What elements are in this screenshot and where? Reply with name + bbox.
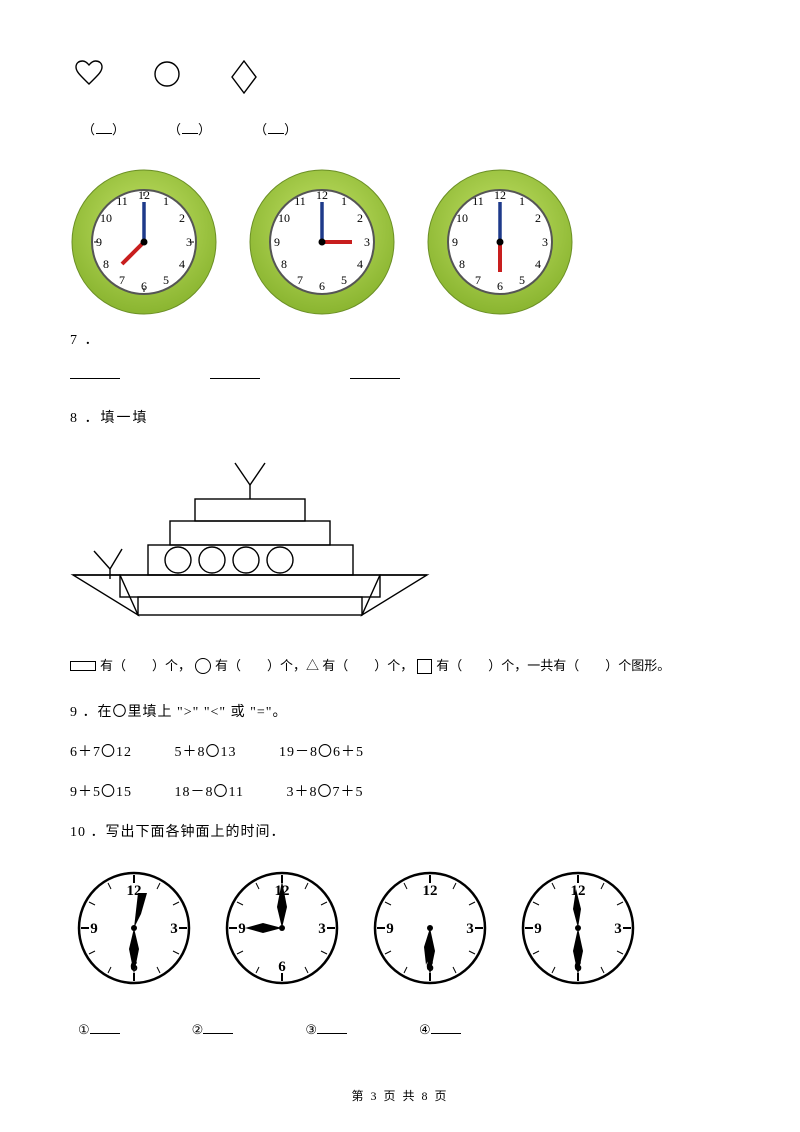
svg-text:3: 3 [318,921,326,937]
svg-text:12: 12 [494,188,506,202]
heart-icon [75,60,103,94]
blank-2: （） [168,119,212,138]
square-icon [417,659,432,674]
q10-ans-2: ② [192,1022,234,1038]
svg-text:12: 12 [423,883,438,899]
boat-diagram [70,457,730,632]
q7-label: 7 ． [70,329,730,349]
rectangle-icon [70,661,96,671]
q9-1c: 19－8〇6＋5 [279,745,364,760]
svg-text:9: 9 [274,235,280,249]
q10-title: 10 ．写出下面各钟面上的时间． [70,821,730,841]
svg-text:7: 7 [475,273,481,287]
svg-text:3: 3 [614,921,622,937]
green-clock-3: 1212 345 678 91011 [426,168,574,321]
q10-answers-row: ① ② ③ ④ [78,1022,730,1038]
svg-text:3: 3 [542,235,548,249]
svg-text:3: 3 [170,921,178,937]
svg-text:2: 2 [357,211,363,225]
svg-text:5: 5 [519,273,525,287]
svg-text:2: 2 [535,211,541,225]
svg-text:8: 8 [281,257,287,271]
svg-text:6: 6 [278,959,286,975]
q9-2a: 9＋5〇15 [70,785,132,800]
svg-text:11: 11 [116,194,128,208]
q8-t1: 有（ ）个， [100,654,191,679]
diamond-icon [231,60,257,94]
svg-text:4: 4 [357,257,363,271]
q7-blank-3 [350,367,400,379]
circle-icon [153,60,181,94]
page-footer: 第 3 页 共 8 页 [0,1087,800,1104]
blank-1: （） [82,119,126,138]
svg-text:10: 10 [100,211,112,225]
svg-text:12: 12 [316,188,328,202]
bw-clock-1: 12369 [75,869,193,992]
svg-text:6: 6 [497,279,503,293]
q10-ans-1: ① [78,1022,120,1038]
svg-text:9: 9 [534,921,542,937]
q10-ans-3: ③ [305,1022,347,1038]
q8-t2: 有（ ）个，△ 有（ ）个， [215,654,413,679]
shape-outline-row [75,60,730,94]
svg-text:11: 11 [472,194,484,208]
q9-1b: 5＋8〇13 [175,745,237,760]
q9-title: 9 ．在〇里填上 ">" "<" 或 "="。 [70,701,730,721]
q8-t3: 有（ ）个，一共有（ ）个图形。 [436,654,670,679]
bw-clock-4: 12369 [519,869,637,992]
svg-text:1: 1 [519,194,525,208]
q9-2c: 3＋8〇7＋5 [286,785,363,800]
circle-small-icon [195,658,211,674]
green-clock-2: 1212 345 678 91011 [248,168,396,321]
q9-2b: 18－8〇11 [175,785,244,800]
svg-text:10: 10 [278,211,290,225]
q8-title: 8 ．填一填 [70,407,730,427]
svg-text:9: 9 [238,921,246,937]
shape-blanks-row: （） （） （） [82,119,730,138]
bw-clock-3: 12369 [371,869,489,992]
svg-text:1: 1 [163,194,169,208]
svg-text:10: 10 [456,211,468,225]
svg-text:12: 12 [571,883,586,899]
q7-blank-2 [210,367,260,379]
svg-text:4: 4 [179,257,185,271]
green-clocks-row: 1212 345 678 91011 1212 345 678 91011 [70,168,730,321]
q8-fill-text: 有（ ）个， 有（ ）个，△ 有（ ）个， 有（ ）个，一共有（ ）个图形。 [70,654,730,679]
bw-clocks-row: 12369 12369 [75,869,730,992]
svg-text:8: 8 [103,257,109,271]
svg-text:6: 6 [319,279,325,293]
bw-clock-2: 12369 [223,869,341,992]
svg-text:9: 9 [386,921,394,937]
svg-text:7: 7 [297,273,303,287]
svg-text:7: 7 [119,273,125,287]
green-clock-1: 1212 345 678 91011 [70,168,218,321]
svg-text:3: 3 [466,921,474,937]
q9-1a: 6＋7〇12 [70,745,132,760]
svg-text:9: 9 [90,921,98,937]
svg-text:11: 11 [294,194,306,208]
svg-text:8: 8 [459,257,465,271]
q10-ans-4: ④ [419,1022,461,1038]
q9-row1: 6＋7〇12 5＋8〇13 19－8〇6＋5 [70,741,730,761]
svg-text:5: 5 [163,273,169,287]
q9-row2: 9＋5〇15 18－8〇11 3＋8〇7＋5 [70,781,730,801]
svg-text:3: 3 [364,235,370,249]
q7-answer-blanks [70,367,730,379]
q7-blank-1 [70,367,120,379]
svg-text:5: 5 [341,273,347,287]
svg-text:9: 9 [452,235,458,249]
svg-text:4: 4 [535,257,541,271]
svg-text:2: 2 [179,211,185,225]
blank-3: （） [254,119,298,138]
svg-text:1: 1 [341,194,347,208]
